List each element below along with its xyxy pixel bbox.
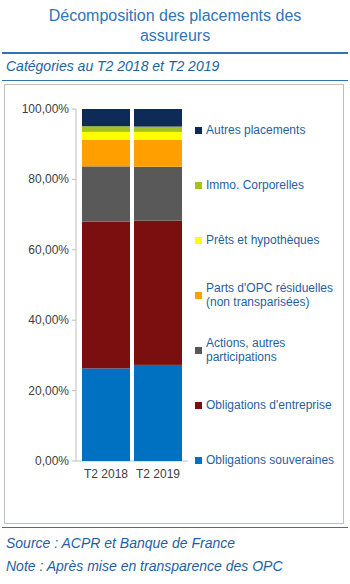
legend-label: Prêts et hypothèques: [206, 233, 319, 247]
bars: [82, 109, 182, 461]
y-tick: [72, 390, 76, 391]
bar-segment: [134, 365, 182, 461]
y-tick-label: 20,00%: [28, 384, 69, 398]
bar-segment: [82, 140, 130, 166]
title: Décomposition des placements des assureu…: [25, 6, 325, 46]
y-tick: [72, 461, 76, 462]
bar-segment: [82, 222, 130, 369]
y-tick: [72, 249, 76, 250]
bar-segment: [134, 221, 182, 365]
bar-segment: [134, 109, 182, 127]
source: Source : ACPR et Banque de France: [6, 535, 235, 551]
bar-segment: [82, 368, 130, 461]
legend-swatch: [195, 237, 202, 244]
legend-item: Prêts et hypothèques: [195, 233, 345, 247]
y-axis: [76, 109, 77, 461]
bar-segment: [82, 166, 130, 221]
legend-swatch: [195, 182, 202, 189]
legend-label: Actions, autres participations: [206, 336, 345, 364]
legend-label: Autres placements: [206, 123, 305, 137]
legend-item: Parts d'OPC résiduelles (non transparisé…: [195, 281, 345, 309]
x-tick-label: T2 2018: [84, 467, 128, 481]
legend-label: Obligations d'entreprise: [206, 398, 332, 412]
legend-label: Parts d'OPC résiduelles (non transparisé…: [206, 281, 345, 309]
legend-item: Obligations d'entreprise: [195, 398, 345, 412]
y-tick: [72, 109, 76, 110]
legend-item: Autres placements: [195, 123, 345, 137]
subtitle: Catégories au T2 2018 et T2 2019: [6, 58, 219, 74]
legend-item: Obligations souveraines: [195, 453, 345, 467]
bar-segment: [134, 140, 182, 167]
subtitle-rule: [2, 80, 348, 81]
y-tick-label: 100,00%: [22, 102, 70, 116]
legend-swatch: [195, 127, 202, 134]
y-tick-label: 60,00%: [28, 243, 69, 257]
bar-segment: [82, 109, 130, 126]
y-tick-label: 80,00%: [28, 172, 69, 186]
legend-label: Immo. Corporelles: [206, 178, 304, 192]
legend-swatch: [195, 292, 202, 299]
bar-segment: [82, 132, 130, 140]
x-tick-label: T2 2019: [136, 467, 180, 481]
y-tick: [72, 179, 76, 180]
note: Note : Après mise en transparence des OP…: [6, 558, 283, 574]
bar-segment: [82, 126, 130, 132]
footer-rule: [2, 527, 348, 528]
bar-segment: [134, 167, 182, 221]
legend-swatch: [195, 347, 202, 354]
bar-segment: [134, 132, 182, 140]
legend-item: Actions, autres participations: [195, 336, 345, 364]
title-rule: [2, 52, 348, 54]
y-tick-label: 40,00%: [28, 313, 69, 327]
legend-item: Immo. Corporelles: [195, 178, 345, 192]
legend-swatch: [195, 457, 202, 464]
y-tick: [72, 320, 76, 321]
bar-segment: [134, 127, 182, 132]
legend-label: Obligations souveraines: [206, 453, 334, 467]
legend-swatch: [195, 402, 202, 409]
y-tick-label: 0,00%: [35, 454, 69, 468]
